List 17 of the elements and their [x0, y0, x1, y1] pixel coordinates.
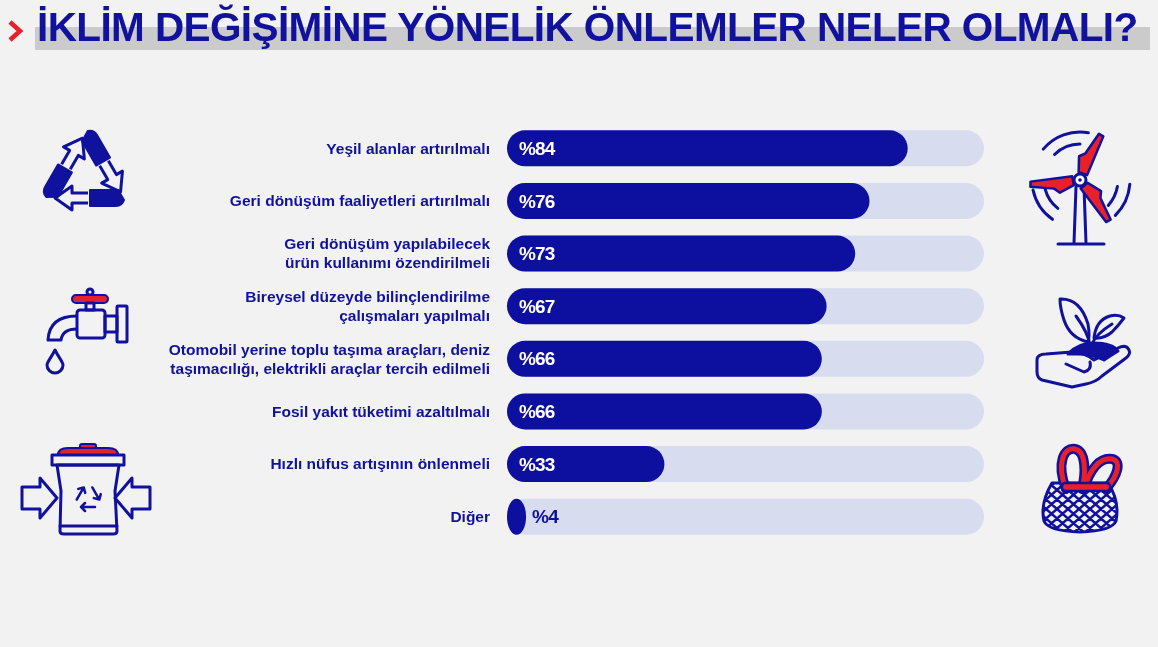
y-tick-label: Hızlı nüfus artışının önlenmeli — [270, 455, 490, 473]
data-label: %73 — [519, 243, 555, 265]
y-tick-label: Yeşil alanlar artırılmalı — [326, 139, 490, 157]
y-tick-label: Geri dönüşüm faaliyetleri artırılmalı — [229, 192, 490, 210]
data-label: %66 — [519, 348, 555, 370]
data-label: %67 — [519, 295, 555, 317]
chart-title: İKLİM DEĞİŞİMİNE YÖNELİK ÖNLEMLER NELER OLMALI? — [37, 4, 1138, 50]
data-label: %76 — [519, 190, 555, 212]
y-tick-label: Otomobil yerine toplu taşıma araçları, deniz taşımacılığı, elektrikli araçlar tercih edilmeli — [168, 340, 491, 377]
y-tick-label: Diğer — [450, 508, 490, 526]
data-label: %84 — [519, 137, 556, 159]
y-tick-label: Bireysel düzeyde bilinçlendirilme çalışmaları yapılmalı — [245, 288, 491, 325]
data-label: %66 — [519, 401, 555, 423]
y-tick-label: Geri dönüşüm yapılabilecek ürün kullanımı özendirilmeli — [284, 235, 491, 272]
data-label: %33 — [519, 453, 555, 475]
data-label: %4 — [532, 506, 560, 528]
y-tick-label: Fosil yakıt tüketimi azaltılmalı — [272, 402, 490, 420]
